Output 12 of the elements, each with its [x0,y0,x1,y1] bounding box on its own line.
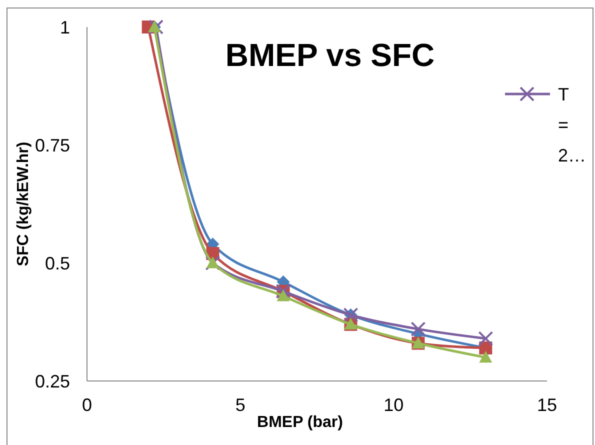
y-axis-title: SFC (kg/kEW.hr) [15,142,32,266]
legend-label: T = 2… [558,84,586,166]
x-tick-label: 15 [536,395,558,415]
x-axis-title: BMEP (bar) [257,414,343,431]
y-tick-label: 0.25 [34,371,70,392]
y-tick-label: 0.5 [44,253,70,274]
x-tick-label: 0 [82,395,92,415]
x-tick-label: 10 [384,395,404,415]
y-tick-label: 0.75 [34,135,70,156]
chart-title: BMEP vs SFC [225,37,435,73]
y-tick-label: 1 [60,17,70,38]
x-tick-label: 5 [235,395,246,415]
